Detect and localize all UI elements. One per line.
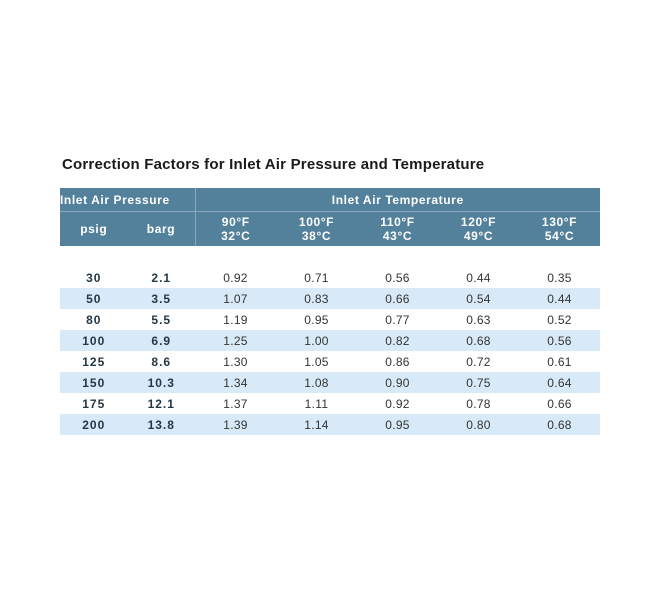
factor-cell: 0.56 [519, 330, 600, 351]
factor-cell: 0.61 [519, 351, 600, 372]
factor-cell: 1.34 [195, 372, 276, 393]
factor-cell: 0.64 [519, 372, 600, 393]
factor-cell: 1.08 [276, 372, 357, 393]
factor-cell: 0.78 [438, 393, 519, 414]
table-row: 175 12.1 1.37 1.11 0.92 0.78 0.66 [60, 393, 600, 414]
table-row: 200 13.8 1.39 1.14 0.95 0.80 0.68 [60, 414, 600, 435]
column-header-barg: barg [127, 211, 195, 246]
factor-cell: 1.05 [276, 351, 357, 372]
factor-cell: 0.35 [519, 267, 600, 288]
factor-cell: 1.07 [195, 288, 276, 309]
temp-header-fahrenheit: 90°F [221, 215, 250, 229]
column-header-psig: psig [60, 211, 128, 246]
factor-cell: 0.80 [438, 414, 519, 435]
factor-cell: 0.77 [357, 309, 438, 330]
factor-cell: 1.00 [276, 330, 357, 351]
table-row: 80 5.5 1.19 0.95 0.77 0.63 0.52 [60, 309, 600, 330]
column-header-temp-90f: 90°F 32°C [194, 211, 276, 246]
barg-cell: 12.1 [127, 393, 195, 414]
factor-cell: 0.82 [357, 330, 438, 351]
psig-cell: 125 [60, 351, 128, 372]
factor-cell: 1.19 [195, 309, 276, 330]
factor-cell: 1.30 [195, 351, 276, 372]
barg-cell: 8.6 [127, 351, 195, 372]
factor-cell: 0.92 [195, 267, 276, 288]
page-title: Correction Factors for Inlet Air Pressur… [62, 156, 485, 173]
factor-cell: 0.95 [276, 309, 357, 330]
barg-cell: 2.1 [127, 267, 195, 288]
factor-cell: 0.44 [519, 288, 600, 309]
factor-cell: 0.66 [357, 288, 438, 309]
factor-cell: 0.86 [357, 351, 438, 372]
spacer-band [60, 246, 600, 267]
barg-cell: 3.5 [127, 288, 195, 309]
barg-cell: 5.5 [127, 309, 195, 330]
temp-header-celsius: 43°C [382, 229, 413, 243]
table-row: 150 10.3 1.34 1.08 0.90 0.75 0.64 [60, 372, 600, 393]
temp-header-fahrenheit: 120°F [460, 215, 497, 229]
group-header-inlet-air-temperature: Inlet Air Temperature [194, 188, 600, 212]
factor-cell: 0.54 [438, 288, 519, 309]
column-header-temp-100f: 100°F 38°C [276, 211, 357, 246]
factor-cell: 1.11 [276, 393, 357, 414]
factor-cell: 0.90 [357, 372, 438, 393]
factor-cell: 0.66 [519, 393, 600, 414]
psig-cell: 80 [60, 309, 128, 330]
factor-cell: 1.37 [195, 393, 276, 414]
barg-cell: 10.3 [127, 372, 195, 393]
table-row: 125 8.6 1.30 1.05 0.86 0.72 0.61 [60, 351, 600, 372]
factor-cell: 0.95 [357, 414, 438, 435]
temp-header-celsius: 32°C [221, 229, 251, 243]
table-row: 30 2.1 0.92 0.71 0.56 0.44 0.35 [60, 267, 600, 288]
table-row: 50 3.5 1.07 0.83 0.66 0.54 0.44 [60, 288, 600, 309]
factor-cell: 1.25 [195, 330, 276, 351]
barg-cell: 6.9 [127, 330, 195, 351]
psig-cell: 150 [60, 372, 128, 393]
table-header: Inlet Air Pressure Inlet Air Temperature… [60, 188, 600, 246]
temp-header-fahrenheit: 110°F [380, 215, 415, 229]
correction-factors-table: Inlet Air Pressure Inlet Air Temperature… [60, 188, 600, 435]
column-header-temp-120f: 120°F 49°C [438, 211, 519, 246]
temp-header-fahrenheit: 100°F [298, 215, 335, 229]
factor-cell: 0.52 [519, 309, 600, 330]
column-header-temp-110f: 110°F 43°C [357, 211, 438, 246]
psig-cell: 30 [60, 267, 128, 288]
factor-cell: 0.83 [276, 288, 357, 309]
spacer-row [60, 246, 600, 267]
factor-cell: 0.75 [438, 372, 519, 393]
barg-cell: 13.8 [127, 414, 195, 435]
factor-cell: 0.71 [276, 267, 357, 288]
factor-cell: 0.44 [438, 267, 519, 288]
group-header-inlet-air-pressure: Inlet Air Pressure [60, 188, 195, 212]
psig-cell: 175 [60, 393, 128, 414]
psig-cell: 200 [60, 414, 128, 435]
psig-cell: 100 [60, 330, 128, 351]
temp-header-fahrenheit: 130°F [541, 215, 578, 229]
temp-header-celsius: 49°C [463, 229, 494, 243]
factor-cell: 0.63 [438, 309, 519, 330]
factor-cell: 0.56 [357, 267, 438, 288]
factor-cell: 1.39 [195, 414, 276, 435]
factor-cell: 0.68 [438, 330, 519, 351]
factor-cell: 0.72 [438, 351, 519, 372]
temp-header-celsius: 54°C [544, 229, 575, 243]
psig-cell: 50 [60, 288, 128, 309]
factor-cell: 1.14 [276, 414, 357, 435]
factor-cell: 0.68 [519, 414, 600, 435]
column-header-row: psig barg 90°F 32°C 100°F 38°C 110°F 43°… [60, 211, 600, 246]
table-row: 100 6.9 1.25 1.00 0.82 0.68 0.56 [60, 330, 600, 351]
table-body: 30 2.1 0.92 0.71 0.56 0.44 0.35 50 3.5 1… [60, 246, 600, 435]
temp-header-celsius: 38°C [301, 229, 332, 243]
group-header-row: Inlet Air Pressure Inlet Air Temperature [60, 188, 600, 212]
factor-cell: 0.92 [357, 393, 438, 414]
column-header-temp-130f: 130°F 54°C [519, 211, 600, 246]
